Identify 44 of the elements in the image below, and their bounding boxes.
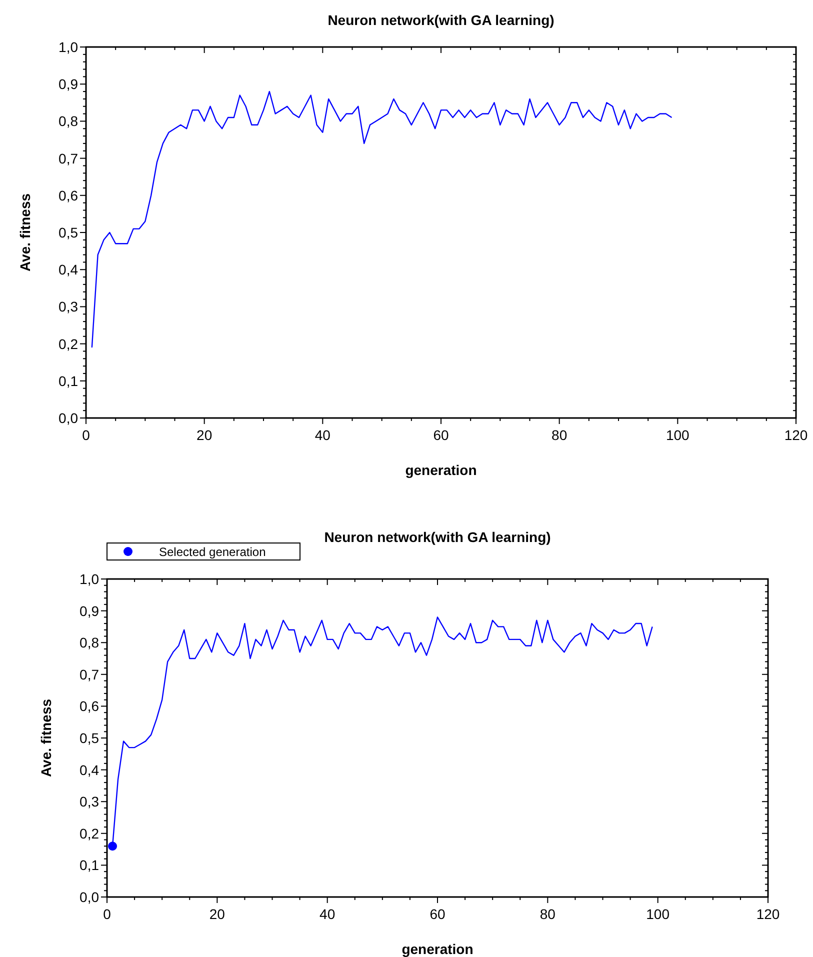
y-tick-label: 0,8 bbox=[80, 634, 100, 651]
y-tick-label: 0,1 bbox=[58, 372, 78, 389]
y-tick-label: 0,4 bbox=[80, 762, 100, 778]
x-tick-label: 20 bbox=[196, 427, 212, 443]
y-tick-label: 0,7 bbox=[58, 150, 78, 166]
x-axis-title: generation bbox=[402, 941, 474, 957]
x-tick-label: 60 bbox=[430, 906, 446, 922]
chart-title: Neuron network(with GA learning) bbox=[324, 529, 551, 545]
y-tick-label: 0,3 bbox=[80, 794, 100, 810]
x-tick-label: 40 bbox=[320, 906, 336, 922]
y-tick-label: 0,7 bbox=[80, 666, 100, 682]
legend-label: Selected generation bbox=[159, 545, 266, 559]
x-tick-label: 120 bbox=[756, 906, 780, 922]
x-tick-label: 80 bbox=[552, 427, 568, 443]
y-tick-label: 0,4 bbox=[58, 262, 78, 278]
y-tick-label: 1,0 bbox=[58, 39, 78, 55]
y-tick-label: 0,2 bbox=[80, 825, 100, 842]
y-tick-label: 0,0 bbox=[80, 889, 100, 905]
x-tick-label: 0 bbox=[82, 427, 90, 443]
y-tick-label: 1,0 bbox=[80, 571, 100, 587]
chart-title: Neuron network(with GA learning) bbox=[328, 12, 554, 28]
y-tick-label: 0,9 bbox=[80, 602, 100, 619]
y-tick-label: 0,5 bbox=[58, 224, 78, 240]
x-tick-label: 120 bbox=[784, 427, 808, 443]
line-series bbox=[91, 90, 672, 348]
y-tick-label: 0,6 bbox=[80, 698, 100, 714]
y-tick-label: 0,9 bbox=[58, 76, 78, 92]
x-tick-label: 20 bbox=[209, 906, 226, 922]
y-tick-label: 0,0 bbox=[58, 410, 78, 426]
y-tick-label: 0,8 bbox=[58, 113, 78, 130]
x-axis-title: generation bbox=[405, 462, 477, 478]
x-tick-label: 100 bbox=[646, 906, 670, 922]
x-tick-label: 0 bbox=[103, 906, 112, 922]
y-tick-label: 0,1 bbox=[80, 857, 100, 874]
x-tick-label: 80 bbox=[540, 906, 556, 922]
x-tick-label: 100 bbox=[666, 427, 690, 443]
y-axis-title: Ave. fitness bbox=[17, 193, 33, 272]
y-axis-title: Ave. fitness bbox=[38, 698, 54, 778]
x-tick-label: 60 bbox=[433, 427, 449, 443]
y-tick-label: 0,5 bbox=[80, 730, 100, 746]
x-tick-label: 40 bbox=[314, 427, 331, 443]
y-tick-label: 0,2 bbox=[58, 336, 78, 352]
y-tick-label: 0,6 bbox=[58, 187, 78, 204]
y-tick-label: 0,3 bbox=[58, 298, 78, 315]
